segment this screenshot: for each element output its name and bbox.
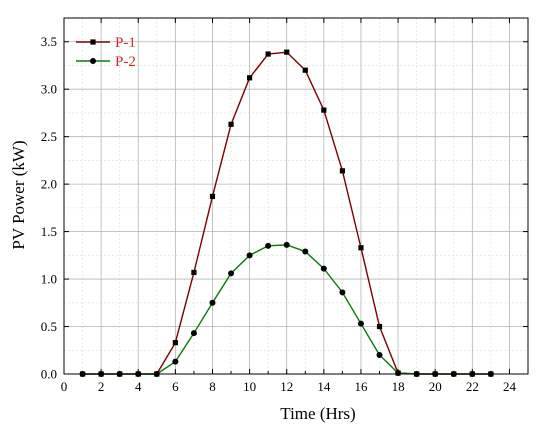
x-tick-label: 6 — [172, 379, 179, 394]
y-tick-label: 0.0 — [41, 367, 57, 382]
axis-ticks — [63, 18, 528, 375]
x-tick-label: 0 — [61, 379, 68, 394]
x-tick-label: 24 — [503, 379, 517, 394]
data-point — [283, 241, 290, 248]
x-tick-label: 2 — [98, 379, 105, 394]
legend-label: P-2 — [115, 54, 136, 70]
x-tick-label: 12 — [280, 379, 293, 394]
legend-marker — [90, 58, 96, 64]
x-tick-label: 10 — [243, 379, 256, 394]
data-point — [209, 299, 216, 306]
data-point — [284, 49, 290, 55]
legend-item: P-1 — [76, 35, 136, 51]
data-point — [376, 352, 383, 359]
legend-label: P-1 — [115, 35, 136, 51]
x-tick-labels: 0 2 4 6 8 10 12 14 16 18 20 22 24 — [61, 379, 517, 394]
data-point — [246, 252, 253, 259]
y-tick-label: 3.5 — [41, 34, 57, 49]
data-point — [247, 75, 253, 81]
x-tick-label: 20 — [429, 379, 442, 394]
data-point — [358, 245, 364, 251]
x-tick-label: 8 — [209, 379, 216, 394]
data-point — [321, 107, 327, 113]
data-point — [302, 67, 308, 73]
legend-marker — [90, 39, 96, 45]
legend-item: P-2 — [76, 54, 136, 70]
x-tick-label: 16 — [354, 379, 368, 394]
x-axis-label: Time (Hrs) — [280, 404, 355, 423]
y-tick-label: 0.5 — [41, 319, 57, 334]
legend: P-1P-2 — [76, 35, 136, 70]
data-point — [265, 51, 271, 57]
data-point — [376, 323, 383, 330]
x-tick-label: 14 — [317, 379, 331, 394]
y-axis-label: PV Power (kW) — [9, 140, 28, 249]
data-point — [339, 289, 346, 296]
data-point — [191, 269, 197, 276]
minor-grid — [64, 18, 528, 374]
data-point — [320, 265, 327, 272]
y-tick-label: 2.5 — [41, 129, 57, 144]
plot-frame — [63, 17, 529, 375]
data-point — [339, 168, 345, 174]
data-point — [265, 242, 272, 249]
data-point — [190, 330, 197, 337]
data-point — [172, 358, 179, 365]
y-tick-labels: 0.0 0.5 1.0 1.5 2.0 2.5 3.0 3.5 — [41, 34, 57, 381]
y-tick-label: 2.0 — [41, 177, 57, 192]
data-point — [228, 121, 234, 127]
data-point — [357, 320, 364, 327]
data-point — [172, 340, 178, 346]
x-tick-label: 18 — [392, 379, 405, 394]
data-point — [228, 270, 235, 277]
x-tick-label: 4 — [135, 379, 142, 394]
x-tick-label: 22 — [466, 379, 479, 394]
major-grid — [63, 18, 528, 375]
data-point — [209, 193, 216, 200]
y-tick-label: 1.5 — [41, 224, 57, 239]
y-tick-label: 1.0 — [41, 272, 57, 287]
data-point — [302, 248, 309, 255]
y-tick-label: 3.0 — [41, 82, 57, 97]
